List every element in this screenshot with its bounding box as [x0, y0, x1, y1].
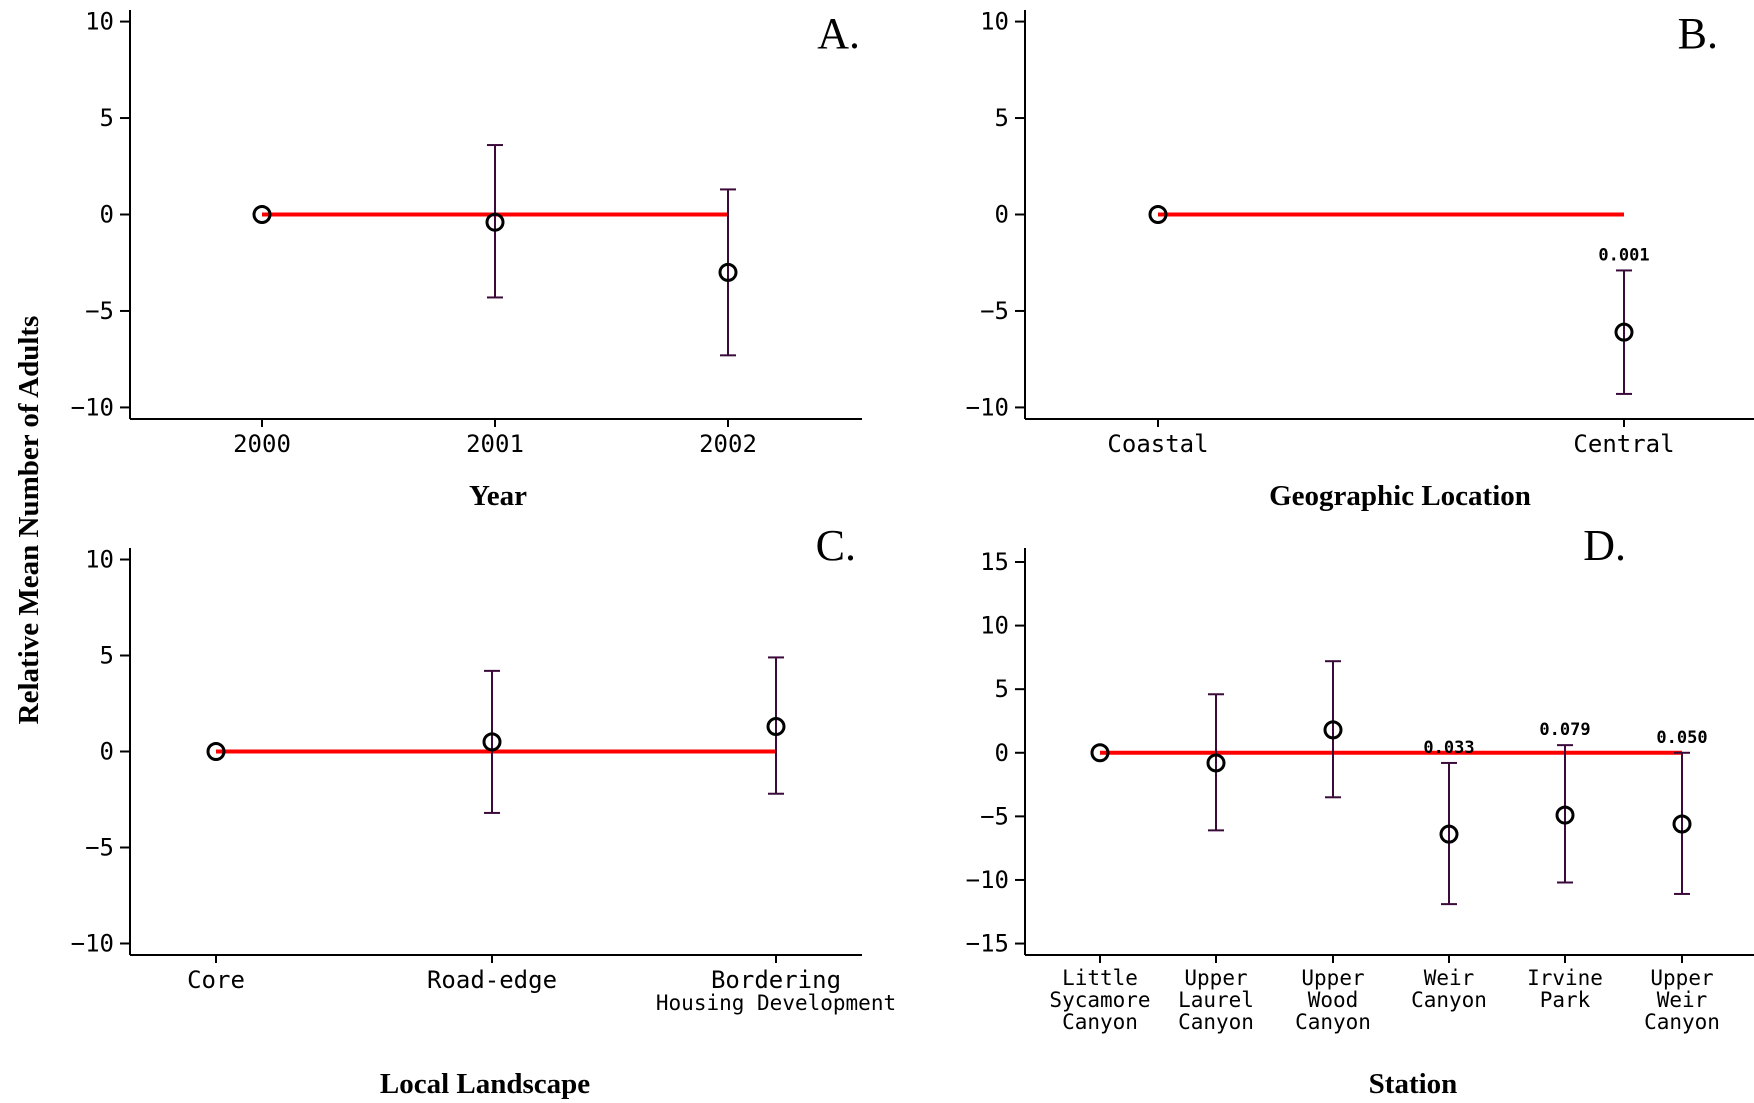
- x-tick-label: Little: [1062, 966, 1138, 990]
- data-point: [485, 212, 505, 232]
- data-point: [252, 205, 272, 224]
- panels: 10 5 0 −5 −10 2000 2001 2002 A. Year 10 5 0 −5 −10 Coas…: [71, 8, 1754, 1100]
- x-tick-label: Upper: [1184, 966, 1247, 990]
- figure-ylabel: Relative Mean Number of Adults: [13, 316, 45, 725]
- data-point: [1555, 805, 1575, 825]
- y-tick-label: −5: [85, 297, 114, 325]
- x-tick-label: Bordering: [711, 966, 841, 994]
- y-tick-label: −5: [980, 802, 1009, 830]
- panel-letter: D.: [1583, 521, 1626, 570]
- x-tick-label: Park: [1540, 988, 1591, 1012]
- panel-letter: A.: [817, 9, 860, 58]
- x-tick-label: Canyon: [1295, 1010, 1371, 1034]
- y-tick-label: 5: [100, 104, 114, 132]
- x-tick-label: Irvine: [1527, 966, 1603, 990]
- x-tick-label: Wood: [1308, 988, 1359, 1012]
- data-point: [1090, 743, 1110, 763]
- y-tick-label: 0: [100, 738, 114, 766]
- y-tick-label: −15: [966, 930, 1009, 958]
- y-tick-label: 5: [995, 104, 1009, 132]
- y-tick-label: 5: [995, 675, 1009, 703]
- x-axis-title: Geographic Location: [1269, 480, 1531, 512]
- y-tick-label: 10: [980, 8, 1009, 36]
- data-point: [206, 742, 226, 761]
- panel-d: 151050−5−10−15LittleSycamoreCanyonUpperL…: [966, 521, 1754, 1100]
- data-point: [1672, 814, 1692, 834]
- data-point: [718, 262, 738, 282]
- y-tick-label: −5: [980, 297, 1009, 325]
- y-tick-label: −5: [85, 833, 114, 861]
- data-point: [482, 732, 502, 752]
- x-axis-title: Station: [1369, 1068, 1458, 1100]
- x-tick-label: 2001: [466, 430, 524, 458]
- x-tick-label: Upper: [1650, 966, 1713, 990]
- p-value-label: 0.001: [1598, 245, 1649, 265]
- x-tick-label: Central: [1573, 430, 1674, 458]
- data-point: [1323, 720, 1343, 740]
- data-point: [766, 717, 786, 737]
- p-value-label: 0.079: [1539, 720, 1590, 740]
- x-tick-label: Core: [187, 966, 245, 994]
- x-tick-label: Canyon: [1644, 1010, 1720, 1034]
- y-tick-label: 15: [980, 548, 1009, 576]
- x-tick-label: 2000: [233, 430, 291, 458]
- y-tick-label: 0: [995, 739, 1009, 767]
- x-tick-label: Housing Development: [656, 991, 896, 1015]
- data-point: [1439, 824, 1459, 844]
- x-tick-label: Sycamore: [1049, 988, 1150, 1012]
- x-tick-label: Canyon: [1062, 1010, 1138, 1034]
- x-tick-label: Upper: [1301, 966, 1364, 990]
- p-value-label: 0.033: [1423, 738, 1474, 758]
- panel-b: 10 5 0 −5 −10 Coastal Central 0.001 B. Geographic…: [966, 8, 1754, 512]
- x-tick-label: Laurel: [1178, 988, 1254, 1012]
- y-tick-label: −10: [71, 393, 114, 421]
- y-tick-label: 10: [980, 612, 1009, 640]
- x-tick-label: Weir: [1424, 966, 1475, 990]
- p-value-label: 0.050: [1656, 728, 1707, 748]
- y-tick-label: −10: [966, 393, 1009, 421]
- x-tick-label: Road-edge: [427, 966, 557, 994]
- x-tick-label: Canyon: [1178, 1010, 1254, 1034]
- panel-letter: B.: [1678, 9, 1718, 58]
- x-tick-label: Canyon: [1411, 988, 1487, 1012]
- x-tick-label: Coastal: [1107, 430, 1208, 458]
- y-tick-label: 0: [100, 201, 114, 229]
- y-tick-label: 5: [100, 642, 114, 670]
- y-tick-label: −10: [966, 866, 1009, 894]
- panel-a: 10 5 0 −5 −10 2000 2001 2002 A. Year: [71, 8, 862, 512]
- x-axis-title: Year: [469, 480, 527, 512]
- y-tick-label: 10: [85, 8, 114, 36]
- x-axis-title: Local Landscape: [380, 1068, 590, 1100]
- data-point: [1206, 753, 1226, 773]
- y-tick-label: −10: [71, 929, 114, 957]
- y-tick-label: 0: [995, 201, 1009, 229]
- data-point: [1148, 205, 1168, 224]
- data-point: [1614, 322, 1634, 342]
- y-tick-label: 10: [85, 546, 114, 574]
- panel-letter: C.: [816, 521, 856, 570]
- x-tick-label: 2002: [699, 430, 757, 458]
- x-tick-label: Weir: [1657, 988, 1708, 1012]
